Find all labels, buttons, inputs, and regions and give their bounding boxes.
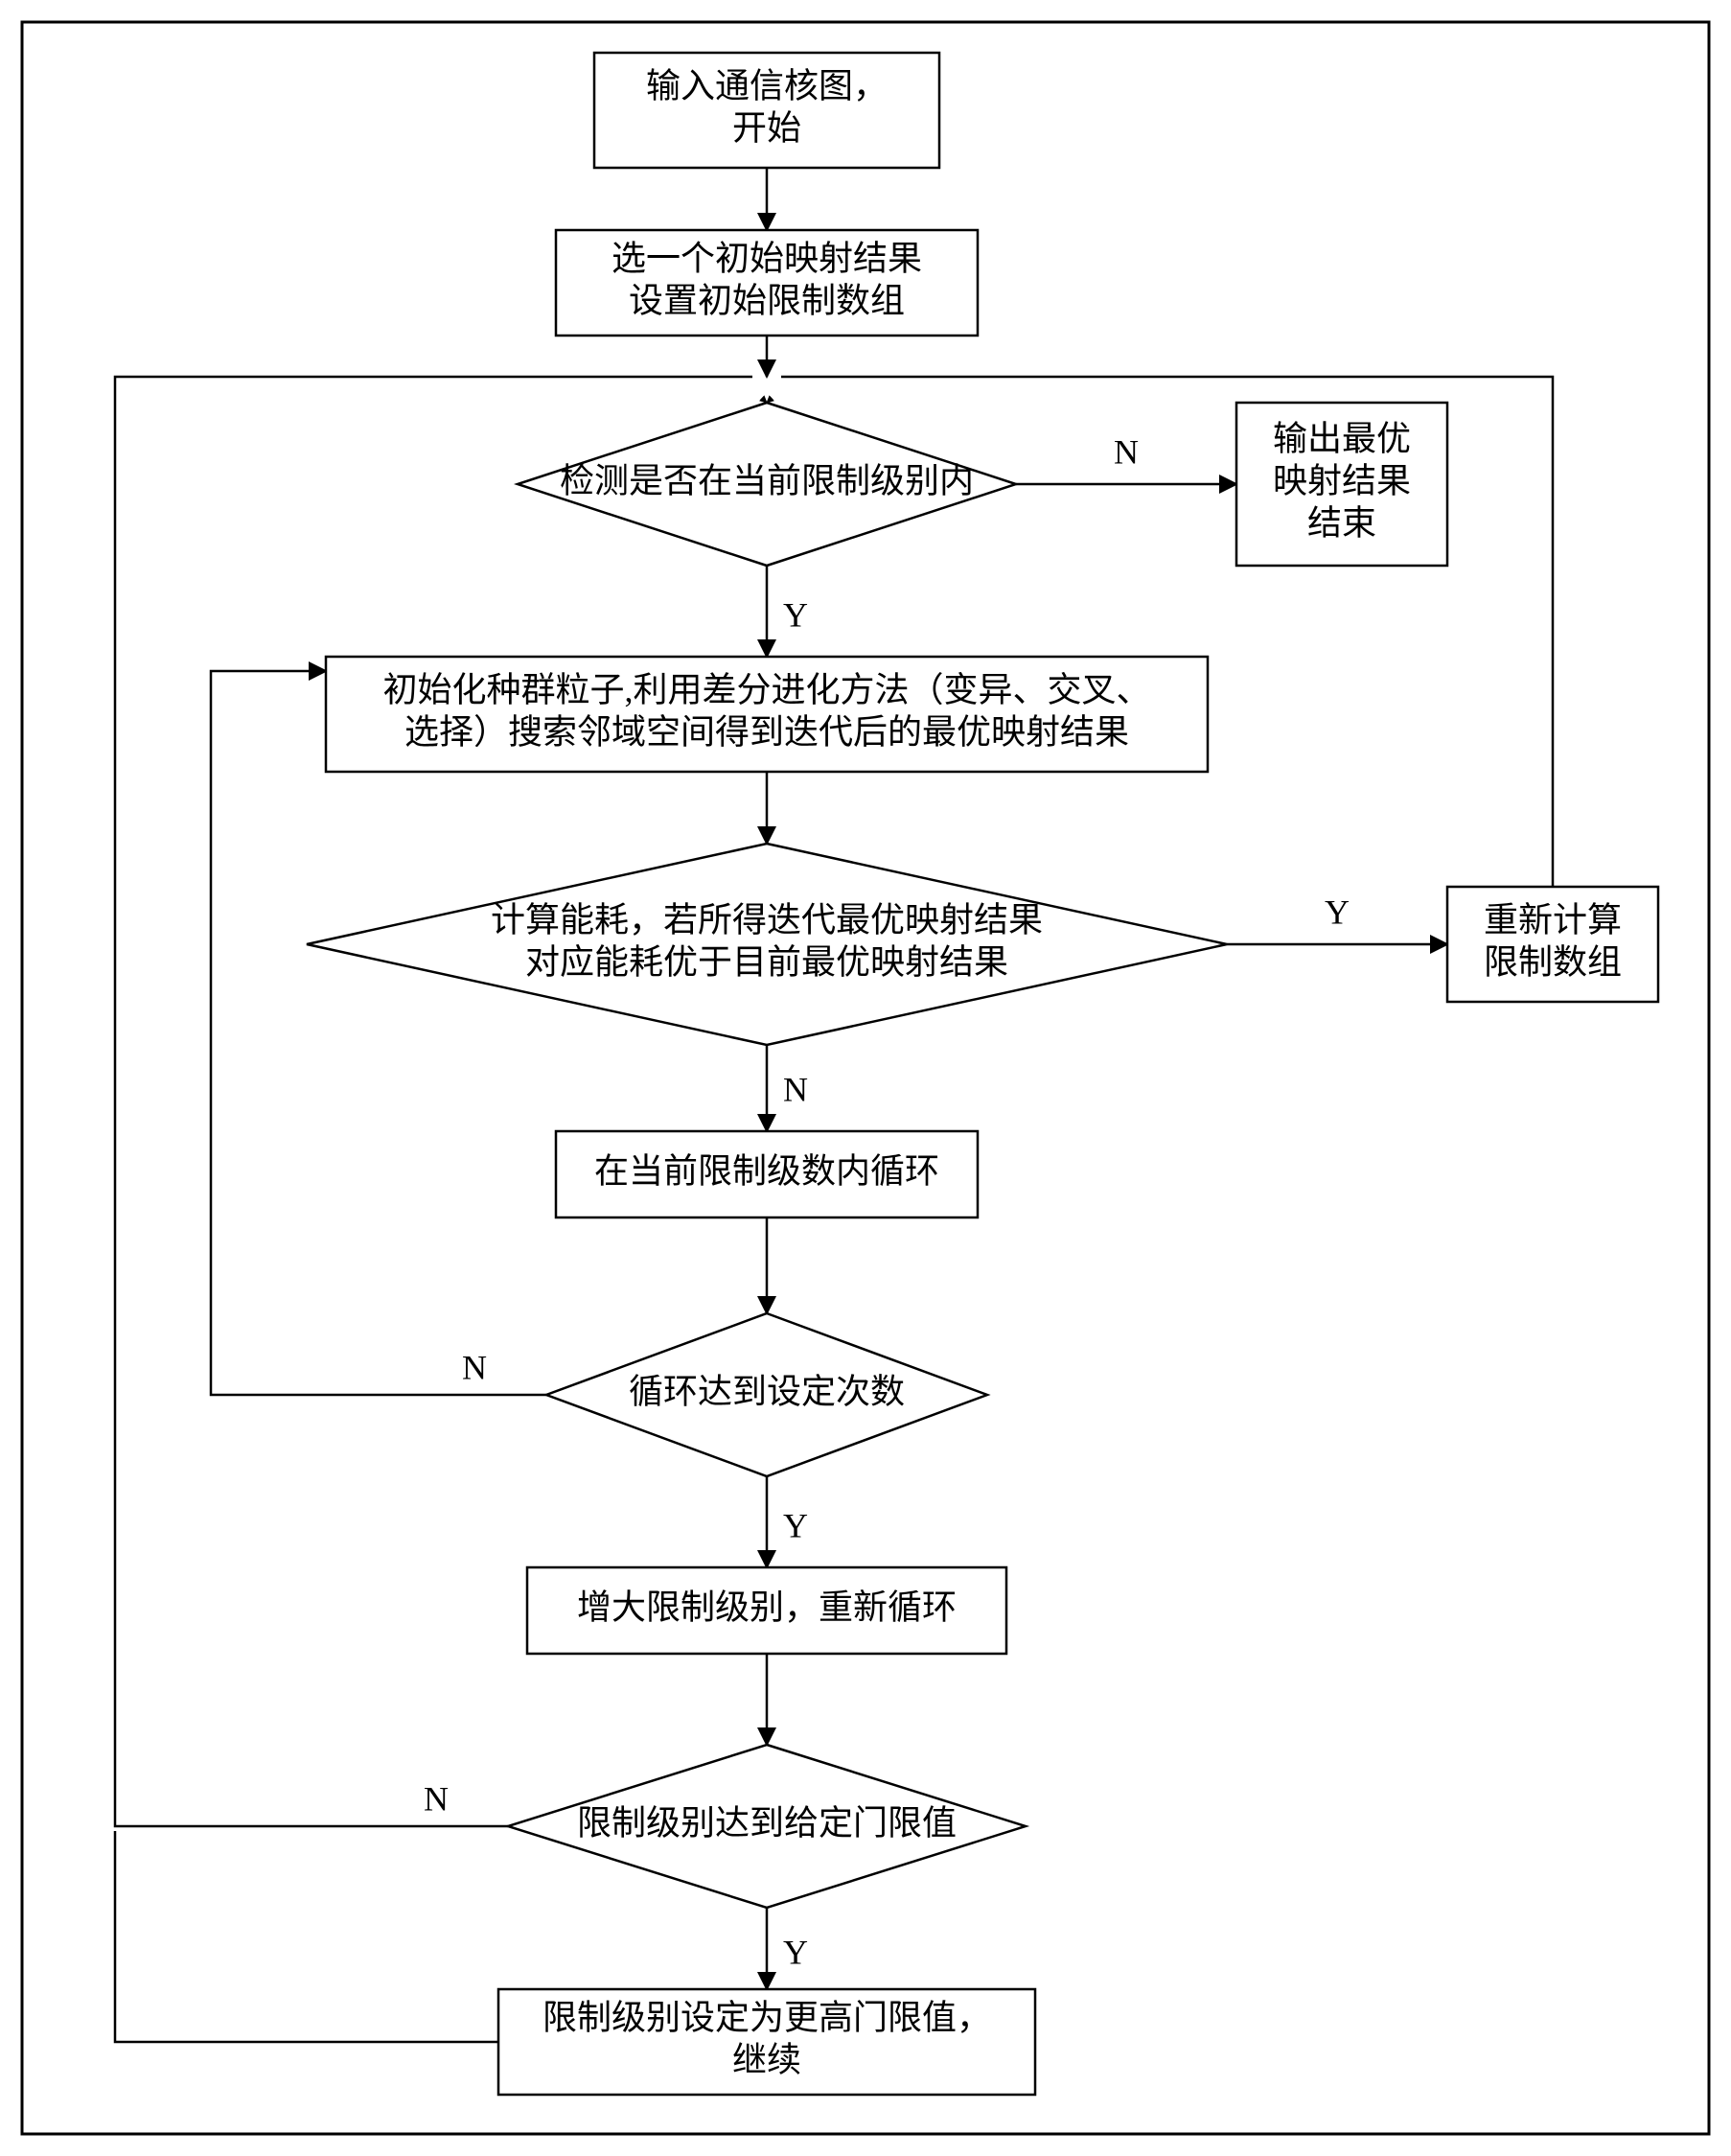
node-label: 重新计算 bbox=[1484, 900, 1622, 939]
node-label: 设置初始限制数组 bbox=[629, 281, 905, 319]
d_thresh: 限制级别达到给定门限值 bbox=[508, 1745, 1026, 1908]
edge-label: Y bbox=[783, 595, 808, 634]
node-label: 结束 bbox=[1307, 503, 1376, 542]
node-label: 选择）搜索邻域空间得到迭代后的最优映射结果 bbox=[404, 712, 1129, 751]
edge-label: Y bbox=[1325, 893, 1350, 931]
edge-label: Y bbox=[783, 1506, 808, 1544]
node-label: 限制级别达到给定门限值 bbox=[577, 1803, 957, 1842]
n_output: 输出最优映射结果结束 bbox=[1236, 403, 1447, 566]
node-label: 继续 bbox=[732, 2040, 801, 2078]
n_inc: 增大限制级别，重新循环 bbox=[527, 1567, 1006, 1654]
edge-label: N bbox=[1114, 432, 1139, 471]
node-label: 选一个初始映射结果 bbox=[612, 239, 922, 277]
node-label: 检测是否在当前限制级别内 bbox=[560, 461, 974, 499]
node-label: 在当前限制级数内循环 bbox=[594, 1151, 939, 1190]
node-label: 循环达到设定次数 bbox=[629, 1372, 905, 1410]
node-label: 计算能耗，若所得迭代最优映射结果 bbox=[491, 900, 1043, 939]
edge-label: N bbox=[424, 1779, 449, 1818]
merge-arrow bbox=[767, 377, 796, 403]
node-label: 输入通信核图， bbox=[646, 66, 888, 104]
edge-label: N bbox=[783, 1070, 808, 1108]
node-label: 输出最优 bbox=[1273, 419, 1411, 457]
edge-label: N bbox=[462, 1348, 487, 1386]
d_count: 循环达到设定次数 bbox=[546, 1313, 987, 1476]
n_higher: 限制级别设定为更高门限值， 继续 bbox=[498, 1989, 1035, 2095]
n_recalc: 重新计算限制数组 bbox=[1447, 887, 1658, 1002]
nodes-layer: 输入通信核图， 开始选一个初始映射结果设置初始限制数组检测是否在当前限制级别内 输出… bbox=[307, 53, 1658, 2095]
n_init: 选一个初始映射结果设置初始限制数组 bbox=[556, 230, 978, 336]
n_loop: 在当前限制级数内循环 bbox=[556, 1131, 978, 1217]
node-label: 开始 bbox=[732, 108, 801, 147]
node-label: 增大限制级别，重新循环 bbox=[577, 1588, 957, 1626]
node-label: 初始化种群粒子,利用差分进化方法（变异、交叉、 bbox=[382, 670, 1150, 708]
node-label: 限制数组 bbox=[1484, 942, 1622, 981]
n_start: 输入通信核图， 开始 bbox=[594, 53, 939, 168]
edge bbox=[211, 671, 546, 1395]
edge bbox=[115, 1831, 498, 2042]
node-label: 映射结果 bbox=[1273, 461, 1411, 499]
node-label: 对应能耗优于目前最优映射结果 bbox=[525, 942, 1008, 981]
n_de: 初始化种群粒子,利用差分进化方法（变异、交叉、选择）搜索邻域空间得到迭代后的最优… bbox=[326, 657, 1208, 772]
d_level: 检测是否在当前限制级别内 bbox=[518, 403, 1016, 566]
node-label: 限制级别设定为更高门限值， bbox=[542, 1998, 991, 2036]
edge-label: Y bbox=[783, 1933, 808, 1971]
merge-arrow bbox=[738, 377, 767, 403]
d_energy: 计算能耗，若所得迭代最优映射结果对应能耗优于目前最优映射结果 bbox=[307, 844, 1227, 1045]
